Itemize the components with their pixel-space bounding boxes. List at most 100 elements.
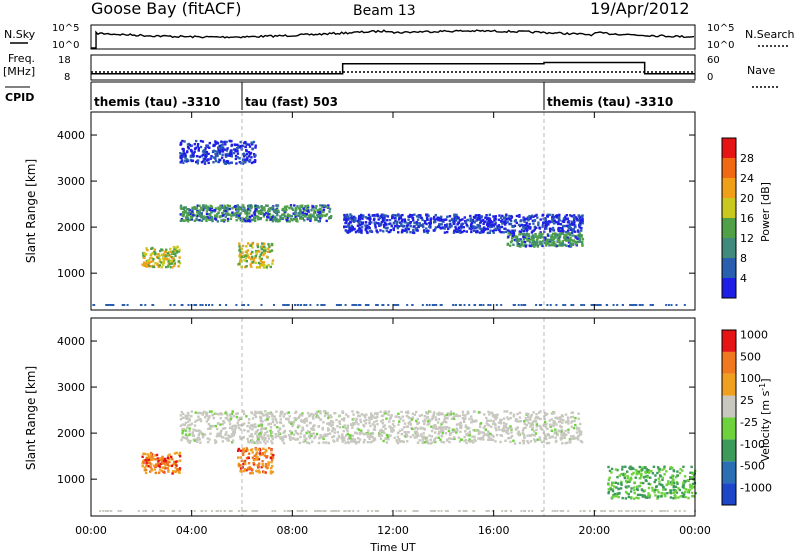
echo-cell <box>237 209 240 212</box>
echo-cell <box>641 304 644 306</box>
echo-cell <box>400 440 403 443</box>
echo-cell <box>301 428 305 431</box>
echo-cell <box>539 438 542 442</box>
echo-cell <box>531 426 534 429</box>
echo-cell <box>413 436 416 439</box>
echo-cell <box>348 510 351 512</box>
echo-cell <box>551 226 555 230</box>
echo-cell <box>315 205 318 208</box>
echo-cell <box>513 220 517 223</box>
echo-cell <box>498 214 501 217</box>
echo-cell <box>389 434 392 437</box>
echo-cell <box>270 466 273 470</box>
echo-cell <box>314 435 317 438</box>
echo-cell <box>554 428 557 431</box>
echo-cell <box>286 213 290 216</box>
echo-cell <box>208 207 211 210</box>
echo-cell <box>554 243 557 246</box>
echo-cell <box>398 440 402 443</box>
echo-cell <box>640 466 644 469</box>
echo-cell <box>363 419 366 422</box>
echo-cell <box>245 218 249 221</box>
echo-cell <box>294 210 297 213</box>
echo-cell <box>181 423 184 426</box>
echo-cell <box>432 229 435 232</box>
echo-cell <box>429 221 432 225</box>
echo-cell <box>160 261 163 264</box>
cpid-segment-label: themis (tau) -3310 <box>94 95 220 109</box>
echo-cell <box>520 228 524 231</box>
echo-cell <box>395 222 399 225</box>
echo-cell <box>391 215 394 219</box>
echo-cell <box>282 415 285 418</box>
echo-cell <box>204 416 207 419</box>
echo-cell <box>256 436 259 439</box>
echo-cell <box>367 304 370 306</box>
echo-cell <box>438 222 441 226</box>
echo-cell <box>433 304 435 306</box>
echo-cell <box>175 251 179 254</box>
echo-cell <box>432 424 436 428</box>
echo-cell <box>346 433 350 436</box>
echo-cell <box>468 427 471 430</box>
echo-cell <box>213 439 217 442</box>
echo-cell <box>227 434 230 437</box>
echo-cell <box>639 510 642 512</box>
echo-cell <box>520 304 523 306</box>
echo-cell <box>216 220 219 223</box>
echo-cell <box>233 424 236 427</box>
echo-cell <box>428 418 431 421</box>
echo-cell <box>324 411 327 415</box>
echo-cell <box>288 207 291 210</box>
colorbar-swatch <box>722 258 736 278</box>
echo-cell <box>490 425 493 428</box>
echo-cell <box>252 160 255 164</box>
echo-cell <box>456 414 459 418</box>
echo-cell <box>222 159 226 162</box>
echo-cell <box>254 432 257 435</box>
echo-cell <box>410 418 414 421</box>
echo-cell <box>321 426 324 430</box>
echo-cell <box>683 304 686 306</box>
echo-cell <box>501 214 504 218</box>
echo-cell <box>152 304 155 306</box>
echo-cell <box>492 225 496 228</box>
echo-cell <box>638 510 641 512</box>
echo-cell <box>615 486 618 489</box>
echo-cell <box>491 221 494 224</box>
echo-cell <box>552 222 556 225</box>
echo-cell <box>221 156 224 159</box>
echo-cell <box>570 435 573 438</box>
echo-cell <box>446 223 449 226</box>
echo-cell <box>661 478 664 481</box>
echo-cell <box>610 471 613 474</box>
echo-cell <box>537 234 540 238</box>
echo-cell <box>257 424 260 428</box>
echo-cell <box>199 206 203 209</box>
echo-cell <box>497 224 501 227</box>
echo-cell <box>358 217 362 221</box>
echo-cell <box>647 469 650 472</box>
echo-cell <box>638 477 642 480</box>
echo-cell <box>184 421 188 425</box>
echo-cell <box>126 304 129 306</box>
echo-cell <box>149 253 153 256</box>
colorbar-swatch <box>722 218 736 238</box>
echo-cell <box>208 438 211 441</box>
echo-cell <box>195 160 198 164</box>
echo-cell <box>522 420 526 423</box>
echo-cell <box>183 206 186 209</box>
echo-cell <box>551 241 555 244</box>
echo-cell <box>543 236 547 240</box>
echo-cell <box>266 430 269 433</box>
echo-cell <box>147 455 151 458</box>
echo-cell <box>568 214 572 217</box>
echo-cell <box>446 439 449 442</box>
echo-cell <box>479 227 482 230</box>
echo-cell <box>204 216 208 219</box>
echo-cell <box>357 440 361 444</box>
echo-cell <box>141 455 144 458</box>
echo-cell <box>233 212 237 216</box>
echo-cell <box>421 439 424 442</box>
